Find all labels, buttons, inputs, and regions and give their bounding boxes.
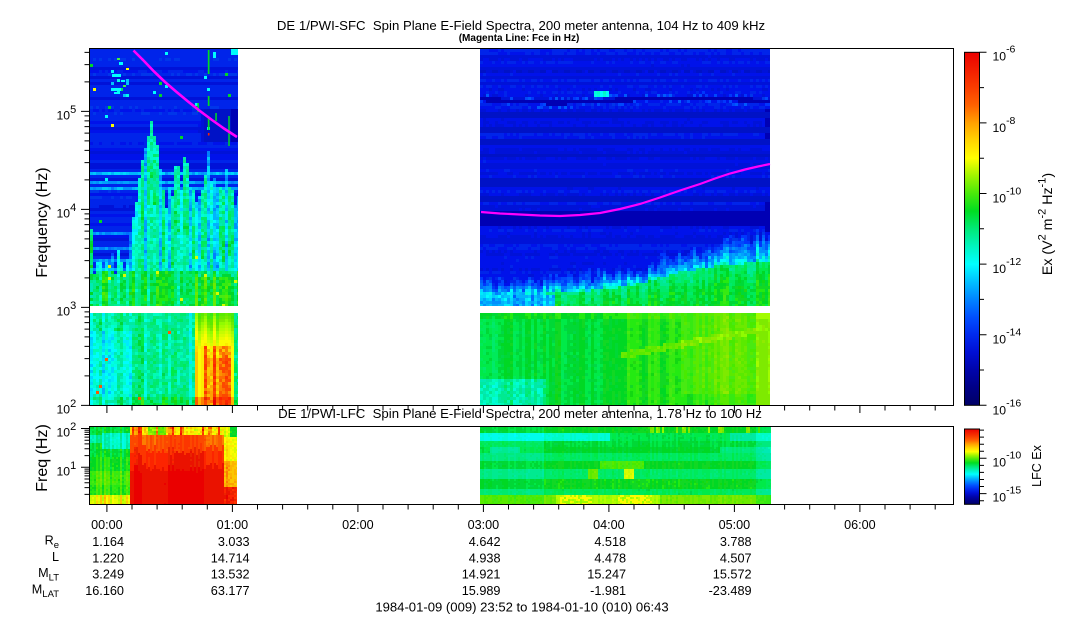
svg-text:3.033: 3.033 (218, 535, 250, 549)
svg-text:13.532: 13.532 (211, 568, 250, 582)
svg-text:05:00: 05:00 (719, 518, 751, 532)
svg-text:01:00: 01:00 (217, 518, 249, 532)
svg-text:15.247: 15.247 (587, 568, 626, 582)
svg-text:LFC Ex: LFC Ex (1030, 444, 1044, 486)
svg-text:-23.489: -23.489 (709, 584, 752, 598)
svg-text:63.177: 63.177 (211, 584, 250, 598)
svg-text:04:00: 04:00 (593, 518, 625, 532)
svg-text:00:00: 00:00 (91, 518, 123, 532)
svg-text:15.989: 15.989 (462, 584, 501, 598)
svg-text:4.507: 4.507 (720, 551, 752, 565)
svg-text:1984-01-09 (009) 23:52 to 1984: 1984-01-09 (009) 23:52 to 1984-01-10 (01… (375, 600, 668, 615)
svg-text:1.164: 1.164 (92, 535, 124, 549)
svg-text:1.220: 1.220 (92, 551, 124, 565)
svg-text:4.518: 4.518 (594, 535, 626, 549)
svg-text:4.938: 4.938 (469, 551, 501, 565)
svg-text:4.642: 4.642 (469, 535, 501, 549)
svg-text:DE 1/PWI-SFC Spin Plane E-Fie: DE 1/PWI-SFC Spin Plane E-Field Spectra,… (277, 18, 765, 33)
svg-text:4.478: 4.478 (594, 551, 626, 565)
svg-text:Freq (Hz): Freq (Hz) (34, 424, 51, 492)
svg-text:DE 1/PWI-LFC Spin Plane E-Fie: DE 1/PWI-LFC Spin Plane E-Field Spectra,… (278, 406, 762, 421)
svg-text:3.249: 3.249 (92, 568, 124, 582)
svg-text:L: L (52, 550, 59, 564)
svg-text:15.572: 15.572 (713, 568, 752, 582)
svg-text:Frequency (Hz): Frequency (Hz) (34, 167, 51, 277)
svg-text:06:00: 06:00 (844, 518, 876, 532)
svg-text:Ex (V2 m-2 Hz-1): Ex (V2 m-2 Hz-1) (1037, 173, 1057, 275)
svg-text:-1.981: -1.981 (590, 584, 626, 598)
svg-text:3.788: 3.788 (720, 535, 752, 549)
svg-text:(Magenta Line: Fce in Hz): (Magenta Line: Fce in Hz) (459, 33, 580, 44)
svg-text:16.160: 16.160 (85, 584, 124, 598)
svg-text:14.714: 14.714 (211, 551, 250, 565)
svg-text:03:00: 03:00 (468, 518, 500, 532)
svg-text:14.921: 14.921 (462, 568, 501, 582)
svg-text:02:00: 02:00 (342, 518, 374, 532)
